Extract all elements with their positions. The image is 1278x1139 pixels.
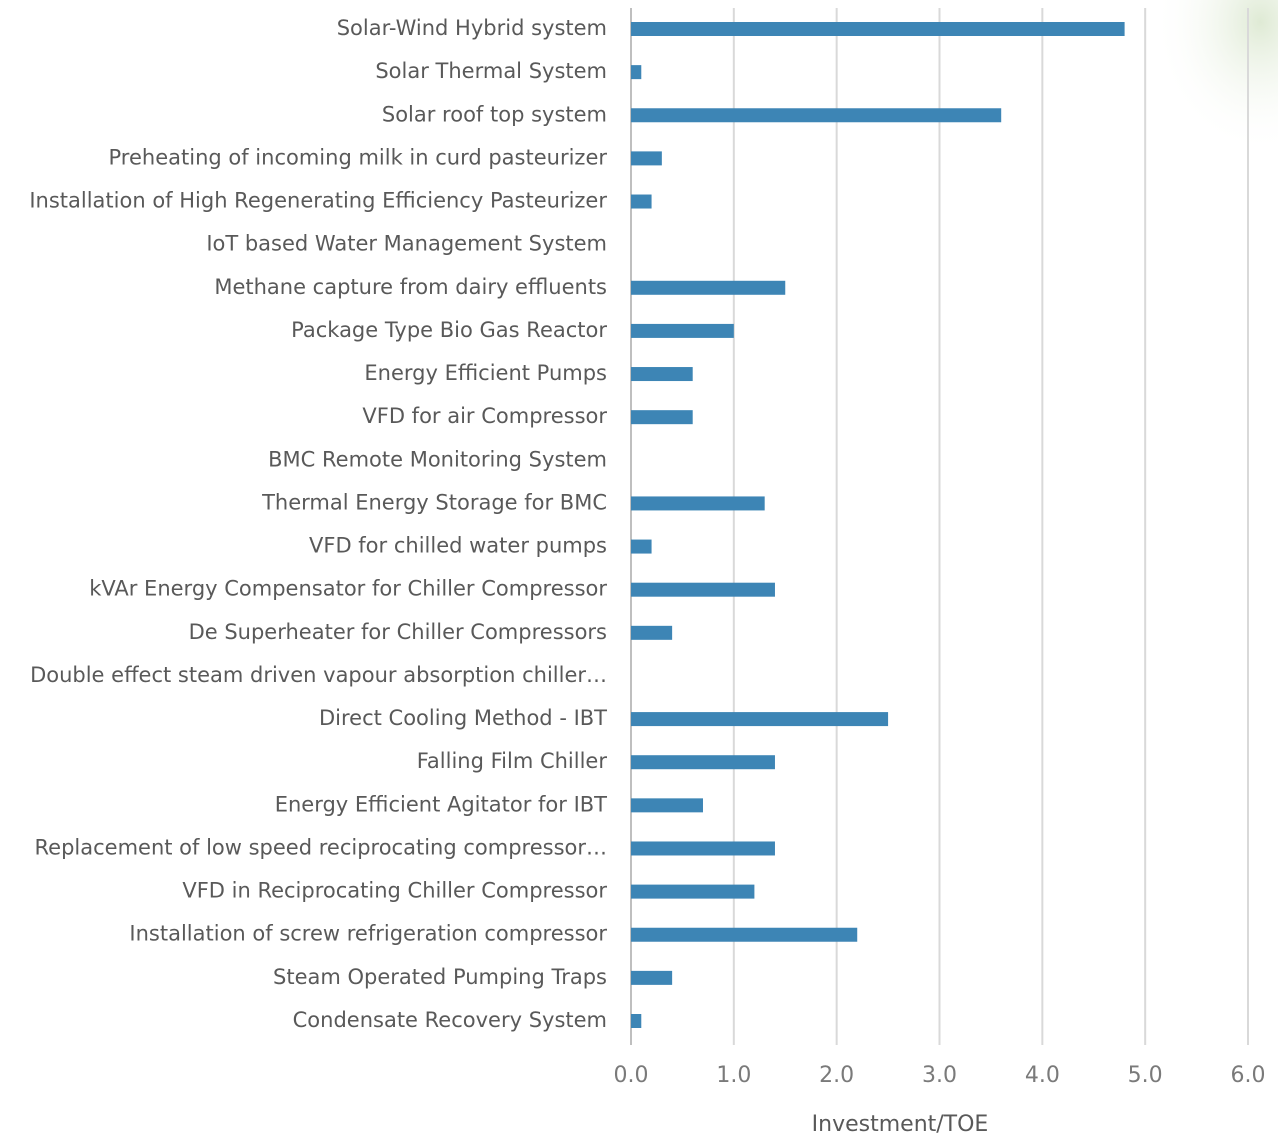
y-tick-label: VFD in Reciprocating Chiller Compressor <box>182 879 607 903</box>
bar <box>631 151 662 166</box>
y-tick-label: VFD for chilled water pumps <box>309 534 607 558</box>
y-tick-label: Package Type Bio Gas Reactor <box>291 318 607 342</box>
y-tick-label: Energy Efficient Pumps <box>364 361 607 385</box>
bar <box>631 410 693 425</box>
x-tick-label: 3.0 <box>922 1063 957 1088</box>
background-decoration <box>1100 0 1278 220</box>
bar <box>631 582 775 597</box>
y-tick-label: Methane capture from dairy effluents <box>214 275 607 299</box>
y-tick-label: Solar Thermal System <box>375 59 607 83</box>
bar <box>631 65 642 80</box>
x-tick-label: 0.0 <box>614 1063 649 1088</box>
bar <box>631 712 889 727</box>
x-tick-label: 1.0 <box>716 1063 751 1088</box>
x-tick-label: 5.0 <box>1128 1063 1163 1088</box>
bar <box>631 22 1125 36</box>
bar <box>631 496 765 511</box>
y-tick-label: Installation of screw refrigeration comp… <box>129 922 607 946</box>
bar <box>631 841 775 856</box>
bar <box>631 108 1002 123</box>
y-tick-label: Solar roof top system <box>382 102 607 126</box>
x-axis-title: Investment/TOE <box>812 1112 989 1137</box>
y-tick-label: Preheating of incoming milk in curd past… <box>109 145 608 169</box>
y-tick-label: IoT based Water Management System <box>206 232 607 256</box>
bar <box>631 884 755 899</box>
x-tick-label: 4.0 <box>1025 1063 1060 1088</box>
bar <box>631 755 775 770</box>
y-tick-label: Energy Efficient Agitator for IBT <box>275 792 607 816</box>
y-tick-label: Solar-Wind Hybrid system <box>337 16 607 40</box>
bar <box>631 280 786 295</box>
bar <box>631 1014 642 1028</box>
y-tick-label: kVAr Energy Compensator for Chiller Comp… <box>89 577 607 601</box>
bar <box>631 323 734 338</box>
x-tick-label: 2.0 <box>819 1063 854 1088</box>
y-tick-label: VFD for air Compressor <box>362 404 607 428</box>
y-tick-label: Replacement of low speed reciprocating c… <box>35 835 608 859</box>
y-tick-label: Installation of High Regenerating Effici… <box>29 189 607 213</box>
y-tick-label: Condensate Recovery System <box>293 1008 607 1032</box>
y-tick-label: Falling Film Chiller <box>417 749 608 773</box>
bar <box>631 970 673 985</box>
y-tick-label: Direct Cooling Method - IBT <box>319 706 607 730</box>
bar <box>631 539 652 554</box>
y-tick-label: Thermal Energy Storage for BMC <box>261 490 607 514</box>
x-tick-label: 6.0 <box>1231 1063 1266 1088</box>
y-tick-label: BMC Remote Monitoring System <box>268 447 607 471</box>
bar <box>631 798 703 813</box>
bar <box>631 927 858 942</box>
y-tick-label: Steam Operated Pumping Traps <box>273 965 607 989</box>
bar <box>631 194 652 209</box>
bar <box>631 367 693 382</box>
bar <box>631 625 673 640</box>
y-tick-label: Double effect steam driven vapour absorp… <box>30 663 607 687</box>
y-tick-label: De Superheater for Chiller Compressors <box>189 620 607 644</box>
